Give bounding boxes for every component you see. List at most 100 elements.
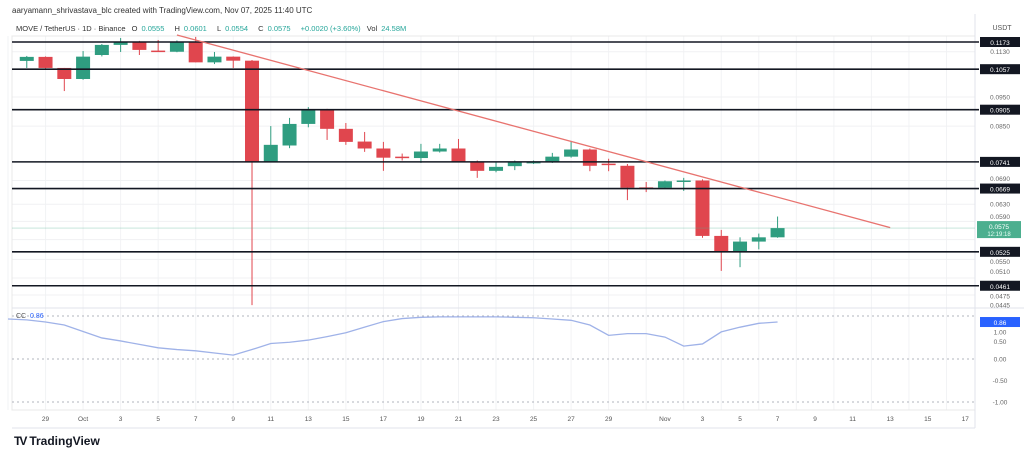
time-axis-label: 5 — [156, 416, 160, 423]
low-label: L — [216, 24, 222, 33]
current-price-badge — [977, 221, 1021, 239]
tradingview-logo-icon: TV — [14, 434, 27, 448]
time-axis-label: 15 — [342, 416, 350, 423]
time-axis-label: 17 — [962, 416, 970, 423]
price-axis-label: 0.0950 — [990, 95, 1010, 102]
candle-up — [733, 241, 748, 252]
time-axis-label: Nov — [659, 416, 671, 423]
open-value: O 0.0555 — [132, 24, 169, 33]
time-axis-label: 7 — [776, 416, 780, 423]
time-axis-label: 15 — [924, 416, 932, 423]
level-badge — [980, 104, 1020, 115]
level-badge-label: 0.0525 — [990, 250, 1010, 257]
level-badge-label: 0.0905 — [990, 108, 1010, 115]
candle-down — [245, 60, 260, 162]
change-value: +0.0020 (+3.60%) — [300, 24, 361, 33]
level-badge-label: 0.1057 — [990, 67, 1010, 74]
candle-up — [676, 180, 691, 182]
candle-up — [94, 44, 109, 56]
level-badge-label: 0.1173 — [990, 40, 1010, 47]
symbol-legend: MOVE / TetherUS · 1D · Binance O 0.0555 H… — [16, 24, 414, 33]
plot-border — [11, 35, 976, 411]
candle-up — [169, 41, 184, 52]
candle-down — [451, 148, 466, 162]
cc-axis-label: -1.00 — [993, 400, 1008, 407]
cc-axis-label: -0.50 — [993, 378, 1008, 385]
level-badge — [980, 37, 1020, 47]
level-badge-label: 0.0461 — [990, 284, 1010, 291]
level-badge-label: 0.0669 — [990, 187, 1010, 194]
tradingview-logo-text: TradingView — [29, 434, 100, 448]
candle-down — [338, 128, 353, 142]
time-axis-label: 13 — [305, 416, 313, 423]
candle-down — [395, 156, 410, 159]
candle-up — [76, 56, 91, 79]
time-axis-label: 21 — [455, 416, 463, 423]
candle-down — [601, 163, 616, 166]
candle-up — [113, 41, 128, 45]
candle-up — [432, 148, 447, 152]
candle-down — [320, 109, 335, 129]
candle-up — [751, 237, 766, 242]
symbol-name[interactable]: MOVE / TetherUS · 1D · Binance — [16, 24, 126, 33]
volume-number: 24.58M — [381, 24, 407, 33]
candle-down — [620, 165, 635, 188]
cc-value-badge-label: 0.86 — [994, 320, 1007, 327]
price-axis-label: 0.0850 — [990, 124, 1010, 131]
level-badge-label: 0.0741 — [990, 160, 1010, 167]
open-number: 0.0555 — [141, 24, 165, 33]
candle-up — [207, 56, 222, 63]
candle-up — [657, 181, 672, 188]
time-axis-label: 17 — [380, 416, 388, 423]
time-axis-label: 13 — [887, 416, 895, 423]
candle-down — [38, 56, 53, 68]
level-badge — [980, 246, 1020, 257]
cc-indicator-name: CC — [16, 313, 26, 320]
time-axis-label: 11 — [849, 416, 856, 423]
level-badge — [980, 64, 1020, 75]
trendline — [176, 34, 891, 229]
price-axis-label: 0.0690 — [990, 176, 1010, 183]
time-axis-label: 23 — [492, 416, 500, 423]
open-label: O — [131, 24, 138, 33]
level-badge — [980, 183, 1020, 194]
price-axis-label: 0.0445 — [990, 302, 1010, 309]
close-number: 0.0575 — [267, 24, 291, 33]
time-axis-label: 3 — [701, 416, 705, 423]
time-axis-label: 7 — [194, 416, 198, 423]
tradingview-logo: TV TradingView — [14, 434, 100, 448]
candle-up — [770, 228, 785, 238]
price-axis-label: 0.0510 — [990, 269, 1010, 276]
price-axis-label: 0.0590 — [990, 214, 1010, 221]
level-badge — [980, 280, 1020, 291]
volume-value: Vol 24.58M — [367, 24, 410, 33]
high-label: H — [174, 24, 180, 33]
time-axis-label: 11 — [267, 416, 274, 423]
candle-up — [489, 166, 504, 171]
candle-down — [714, 235, 729, 252]
cc-value-badge — [980, 317, 1020, 328]
price-axis-label: 0.1130 — [990, 49, 1010, 56]
current-price-label: 0.0575 — [989, 224, 1009, 231]
time-axis-label: 9 — [231, 416, 235, 423]
candle-down — [357, 141, 372, 149]
candle-up — [263, 144, 278, 162]
cc-axis-label: 0.50 — [994, 339, 1007, 346]
candle-down — [151, 50, 166, 53]
candle-down — [132, 41, 147, 50]
candle-up — [19, 56, 34, 61]
close-value: C 0.0575 — [258, 24, 294, 33]
candle-down — [57, 67, 72, 79]
candle-up — [545, 156, 560, 163]
time-axis-label: Oct — [78, 416, 88, 423]
candle-down — [695, 180, 710, 236]
cc-line — [7, 316, 778, 356]
candle-down — [376, 148, 391, 158]
low-value: L 0.0554 — [217, 24, 252, 33]
bar-countdown: 12:19:18 — [987, 232, 1011, 238]
time-axis-label: 3 — [119, 416, 123, 423]
candle-down — [470, 161, 485, 171]
high-number: 0.0601 — [183, 24, 207, 33]
candle-down — [226, 56, 241, 61]
